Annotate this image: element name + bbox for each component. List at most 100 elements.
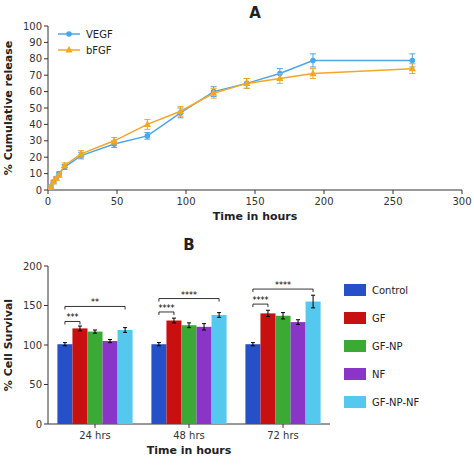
error-cap <box>244 88 250 89</box>
error-bar <box>296 320 300 325</box>
x-axis-label: Time in hours <box>147 444 232 457</box>
legend-label: VEGF <box>86 29 113 40</box>
error-cap <box>310 78 316 79</box>
error-cap <box>108 342 112 343</box>
legend-swatch <box>344 284 366 296</box>
error-cap <box>202 329 206 330</box>
bar <box>181 325 196 424</box>
error-bar <box>310 69 316 79</box>
error-stem <box>189 323 190 328</box>
y-tick <box>44 173 48 174</box>
panel-a: A0102030405060708090100% Cumulative rele… <box>2 4 472 223</box>
error-bar <box>310 54 316 67</box>
annotation: **** <box>181 291 197 300</box>
error-cap <box>266 310 270 311</box>
legend: VEGFbFGF <box>58 29 113 56</box>
bar <box>245 344 260 424</box>
error-cap <box>108 339 112 340</box>
y-tick <box>44 75 48 76</box>
bar <box>260 313 275 424</box>
point <box>243 79 250 86</box>
plot-area <box>57 295 320 424</box>
error-cap <box>177 117 183 118</box>
error-bar <box>409 64 415 74</box>
x-tick <box>189 424 190 428</box>
y-tick-label: 50 <box>29 103 42 114</box>
y-tick-label: 100 <box>23 21 42 32</box>
x-tick <box>462 190 463 194</box>
error-cap <box>251 345 255 346</box>
error-cap <box>63 345 67 346</box>
point <box>145 133 151 139</box>
y-tick <box>44 26 48 27</box>
y-tick-label: 0 <box>36 185 42 196</box>
error-cap <box>266 316 270 317</box>
legend-swatch <box>344 396 366 408</box>
error-cap <box>123 332 127 333</box>
y-tick-label: 50 <box>29 379 42 390</box>
title: B <box>183 236 194 254</box>
error-cap <box>187 322 191 323</box>
legend-label: GF-NP <box>372 341 403 352</box>
error-stem <box>298 320 299 325</box>
error-bar <box>177 106 183 116</box>
bar <box>103 341 118 424</box>
x-tick-label: 50 <box>111 196 124 207</box>
point <box>111 137 118 144</box>
error-cap <box>310 53 316 54</box>
annotation: *** <box>66 313 78 322</box>
x-tick-label: 200 <box>314 196 333 207</box>
error-stem <box>267 310 268 316</box>
y-tick-label: 80 <box>29 53 42 64</box>
y-axis-label: % Cumulative release <box>2 41 15 175</box>
bar <box>275 316 290 424</box>
y-tick-label: 10 <box>29 168 42 179</box>
y-axis-label: % Cell Survival <box>2 299 15 391</box>
y-tick <box>44 424 48 425</box>
error-cap <box>123 327 127 328</box>
point <box>55 171 62 178</box>
error-bar <box>172 318 176 323</box>
error-bar <box>244 78 250 88</box>
bar <box>87 332 102 424</box>
error-cap <box>217 312 221 313</box>
error-bar <box>266 310 270 316</box>
error-cap <box>310 67 316 68</box>
line <box>49 60 412 190</box>
error-bar <box>93 330 97 333</box>
error-cap <box>311 307 315 308</box>
point <box>310 58 316 64</box>
y-tick <box>44 384 48 385</box>
error-cap <box>244 78 250 79</box>
error-cap <box>144 139 150 140</box>
error-cap <box>244 88 250 89</box>
error-bar <box>251 343 255 346</box>
point <box>78 150 85 157</box>
error-cap <box>157 345 161 346</box>
y-tick-label: 60 <box>29 86 42 97</box>
error-bar <box>144 133 150 140</box>
error-bar <box>277 74 283 84</box>
error-cap <box>277 73 283 74</box>
legend: ControlGFGF-NPNFGF-NP-NF <box>344 284 419 408</box>
error-bar <box>123 328 127 333</box>
x-tick-label: 300 <box>452 196 471 207</box>
y-tick-label: 150 <box>23 300 42 311</box>
y-tick <box>44 108 48 109</box>
bar <box>166 321 181 424</box>
error-cap <box>409 53 415 54</box>
error-cap <box>111 144 117 145</box>
error-cap <box>144 132 150 133</box>
legend-marker <box>66 31 72 37</box>
y-tick <box>44 157 48 158</box>
error-cap <box>251 342 255 343</box>
legend-label: GF <box>372 313 386 324</box>
x-tick <box>393 190 394 194</box>
error-bar <box>111 138 117 145</box>
error-cap <box>409 73 415 74</box>
error-bar <box>244 78 250 88</box>
legend-label: Control <box>372 285 408 296</box>
error-cap <box>157 342 161 343</box>
annotations: ********************* <box>65 281 313 324</box>
y-tick <box>44 266 48 267</box>
